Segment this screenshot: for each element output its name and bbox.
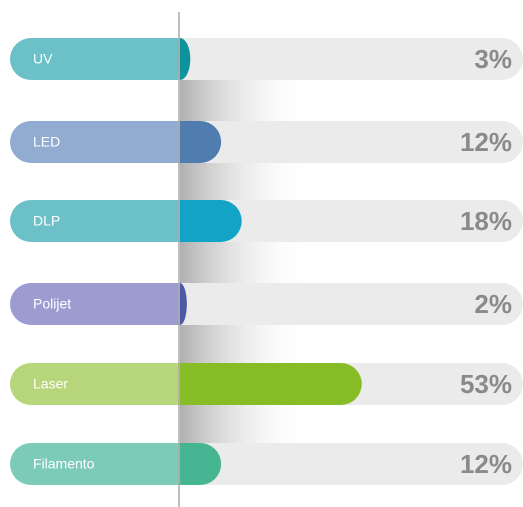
shadow bbox=[180, 163, 310, 200]
label-pill bbox=[10, 283, 180, 325]
shadow bbox=[180, 325, 310, 363]
value-label: 12% bbox=[460, 449, 512, 479]
value-label: 12% bbox=[460, 127, 512, 157]
value-label: 2% bbox=[474, 289, 512, 319]
track bbox=[180, 121, 523, 163]
category-label: Filamento bbox=[33, 456, 95, 472]
category-label: LED bbox=[33, 134, 60, 150]
value-label: 18% bbox=[460, 206, 512, 236]
label-pill bbox=[10, 38, 180, 80]
value-label: 53% bbox=[460, 369, 512, 399]
track bbox=[180, 443, 523, 485]
category-label: Polijet bbox=[33, 296, 71, 312]
category-label: UV bbox=[33, 51, 53, 67]
bar bbox=[180, 363, 362, 405]
label-pill bbox=[10, 121, 180, 163]
bar bbox=[180, 283, 187, 325]
label-pill bbox=[10, 200, 180, 242]
bar bbox=[180, 121, 222, 163]
shadow bbox=[180, 80, 310, 121]
bar bbox=[180, 200, 242, 242]
shadow bbox=[180, 405, 310, 443]
bar bbox=[180, 38, 191, 80]
rows: UV 3% LED 12% DLP 18% Polijet 2% Laser 53% Filamen… bbox=[10, 38, 523, 485]
track bbox=[180, 283, 523, 325]
category-label: DLP bbox=[33, 213, 60, 229]
value-label: 3% bbox=[474, 44, 512, 74]
category-label: Laser bbox=[33, 376, 68, 392]
bar bbox=[180, 443, 222, 485]
label-pill bbox=[10, 363, 180, 405]
label-pill bbox=[10, 443, 180, 485]
shadow bbox=[180, 242, 310, 283]
track bbox=[180, 200, 523, 242]
track bbox=[180, 38, 523, 80]
